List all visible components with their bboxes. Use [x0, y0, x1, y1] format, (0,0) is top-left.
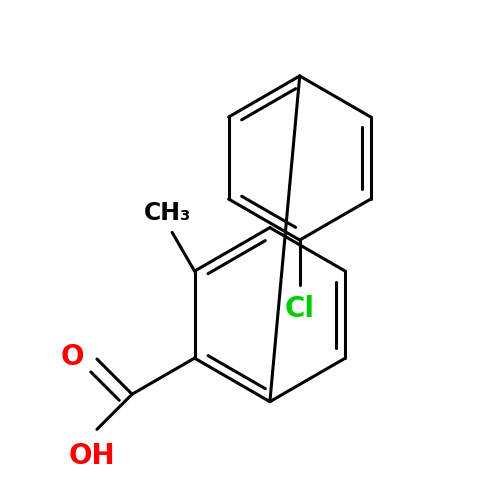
Text: CH₃: CH₃	[144, 201, 191, 225]
Text: O: O	[61, 342, 84, 370]
Text: Cl: Cl	[284, 294, 314, 323]
Text: OH: OH	[68, 442, 116, 470]
